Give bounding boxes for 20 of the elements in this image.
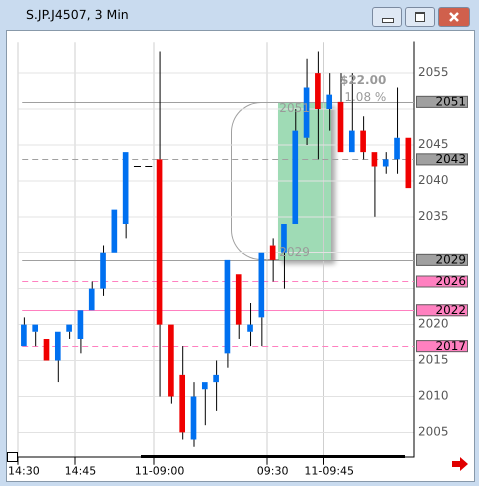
y-tick-label: 2045 (418, 137, 449, 152)
y-tick-label: 2010 (418, 388, 449, 403)
x-tick-label: 14:30 (8, 464, 40, 478)
ref-line-label: 2017 (435, 338, 466, 353)
y-tick-label: 2020 (418, 316, 449, 331)
ref-line-label: 2029 (435, 252, 466, 267)
ref-line-label: 2043 (435, 152, 466, 166)
x-tick-label: 09:30 (256, 464, 289, 478)
ref-line-label: 2026 (435, 274, 466, 288)
x-tick-label: 11-09:00 (134, 464, 184, 478)
y-tick-label: 2005 (418, 424, 449, 438)
y-tick-label: 2055 (418, 65, 449, 80)
x-tick-label: 11-09:45 (304, 464, 354, 478)
ref-line-label: 2022 (435, 302, 466, 317)
y-tick-label: 2040 (418, 173, 449, 188)
ref-line-label: 2051 (435, 94, 466, 108)
y-tick-label: 2015 (418, 352, 449, 367)
y-tick-label: 2035 (418, 208, 449, 223)
chart-title: S.JP.J4507, 3 Min (26, 7, 129, 22)
x-tick-label: 14:45 (64, 464, 96, 478)
